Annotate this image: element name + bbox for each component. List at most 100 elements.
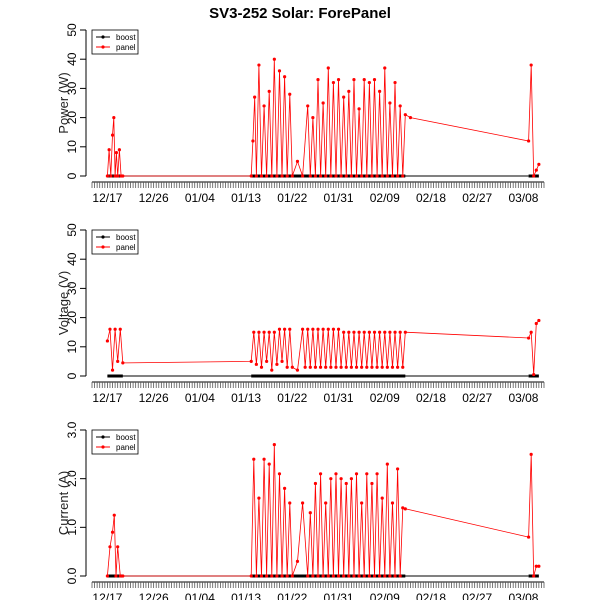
panel-series-point <box>331 80 336 85</box>
x-tick-label: 01/31 <box>324 191 354 205</box>
panel-series-point <box>375 472 379 476</box>
x-tick-label: 03/08 <box>508 391 538 405</box>
panel-series-point <box>534 321 538 326</box>
panel-series-point <box>288 92 292 96</box>
panel-series-point <box>283 327 287 331</box>
chart-panel-3: 0.0 1.0 2.0 3.0 Current (A) 12/17 12/26 01/04 01… <box>56 421 545 600</box>
panel-series-point <box>347 574 351 578</box>
panel-series-point <box>277 472 282 476</box>
x-tick-label: 01/13 <box>231 191 261 205</box>
panel-series-point <box>267 330 271 334</box>
panel-series-point <box>259 574 264 578</box>
panel-series-point <box>357 574 361 578</box>
chart-title: SV3-252 Solar: ForePanel <box>209 5 391 22</box>
panel-series-point <box>259 174 264 178</box>
panel-series-point <box>254 574 258 578</box>
panel-series-point <box>334 174 338 178</box>
x-tick-label: 02/27 <box>462 191 492 205</box>
legend-marker-boost <box>101 435 105 439</box>
panel-series-point <box>326 66 330 70</box>
panel-series-point <box>270 368 274 372</box>
panel-series-point <box>385 174 389 178</box>
y-axis-label: Voltage (V) <box>56 271 71 335</box>
x-tick-label: 01/31 <box>324 591 354 600</box>
panel-series-point <box>272 443 276 447</box>
panel-series-point <box>336 574 341 578</box>
legend-box <box>91 429 139 455</box>
x-tick-label: 02/18 <box>416 391 446 405</box>
x-tick-label: 01/22 <box>277 591 307 600</box>
panel-series-point <box>362 330 366 334</box>
panel-series-point <box>378 574 382 578</box>
panel-series-point <box>336 327 341 331</box>
panel-series-point <box>308 511 312 515</box>
panel-series-point <box>267 89 271 93</box>
panel-series-point <box>352 330 356 334</box>
panel-series-point <box>408 116 413 120</box>
panel-series-point <box>372 330 377 334</box>
panel-series-point <box>321 101 325 105</box>
panel-series-point <box>354 472 359 476</box>
panel-series-point <box>537 564 541 568</box>
panel-series-point <box>277 69 282 73</box>
x-tick-label: 02/27 <box>462 591 492 600</box>
x-tick-label: 12/26 <box>139 391 169 405</box>
panel-series-point <box>357 107 361 111</box>
panel-series-point <box>329 365 333 369</box>
x-tick-label: 03/08 <box>508 591 538 600</box>
panel-series-point <box>118 574 122 578</box>
panel-series-point <box>378 89 382 93</box>
panel-series-point <box>253 95 257 99</box>
y-tick-label: 3.0 <box>65 421 79 438</box>
panel-series-point <box>280 574 284 578</box>
panel-series-point <box>526 535 531 539</box>
panel-series-point <box>257 330 261 334</box>
panel-series-point <box>367 574 371 578</box>
y-tick-label: 20 <box>65 111 79 125</box>
panel-series-point <box>306 327 310 331</box>
legend-marker-panel <box>101 45 105 49</box>
panel-series-point <box>357 330 361 334</box>
panel-series-point <box>267 462 271 466</box>
panel-series-point <box>354 174 359 178</box>
panel-series-point <box>339 174 343 178</box>
panel-series-point <box>249 574 253 578</box>
panel-series-point <box>398 104 402 108</box>
panel-series-point <box>380 496 384 500</box>
panel-series-point <box>526 336 531 340</box>
panel-series-point <box>265 574 269 578</box>
x-tick-label: 02/18 <box>416 591 446 600</box>
legend-marker-panel <box>101 445 105 449</box>
y-tick-label: 2.0 <box>65 470 79 487</box>
panel-series-point <box>347 89 351 93</box>
panel-series-point <box>270 574 274 578</box>
y-tick-label: 40 <box>65 252 79 266</box>
panel-series-point <box>334 365 338 369</box>
y-tick-label: 1.0 <box>65 519 79 536</box>
legend-label-panel: panel <box>116 243 136 252</box>
panel-series-point <box>375 174 379 178</box>
y-tick-label: 10 <box>65 140 79 154</box>
panel-series-point <box>344 481 348 486</box>
y-tick-label: 0 <box>65 372 79 379</box>
panel-series-point <box>121 574 125 578</box>
panel-series-point <box>347 330 351 334</box>
panel-series-point <box>324 501 328 505</box>
panel-series-point <box>318 174 323 178</box>
panel-series-point <box>526 139 531 143</box>
panel-series-point <box>265 359 269 363</box>
panel-series-point <box>321 327 325 331</box>
panel-series-point <box>252 457 256 461</box>
x-tick-label: 01/13 <box>231 591 261 600</box>
panel-series-point <box>112 513 116 517</box>
x-tick-label: 02/18 <box>416 191 446 205</box>
panel-series-point <box>537 162 541 166</box>
panel-series-point <box>121 361 125 365</box>
panel-series-point <box>285 174 289 178</box>
panel-series-point <box>403 113 407 117</box>
y-tick-label: 50 <box>65 223 79 237</box>
panel-series-point <box>295 159 300 163</box>
panel-series-point <box>537 318 541 323</box>
legend-marker-panel <box>101 245 105 249</box>
